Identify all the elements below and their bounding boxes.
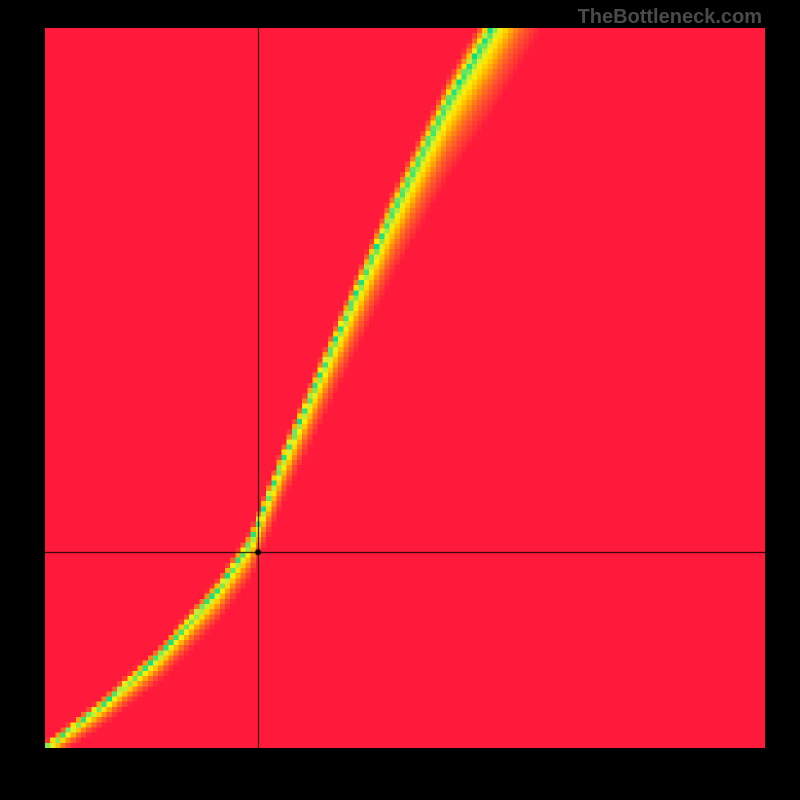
crosshair-overlay [45,28,765,748]
watermark-text: TheBottleneck.com [578,6,762,29]
